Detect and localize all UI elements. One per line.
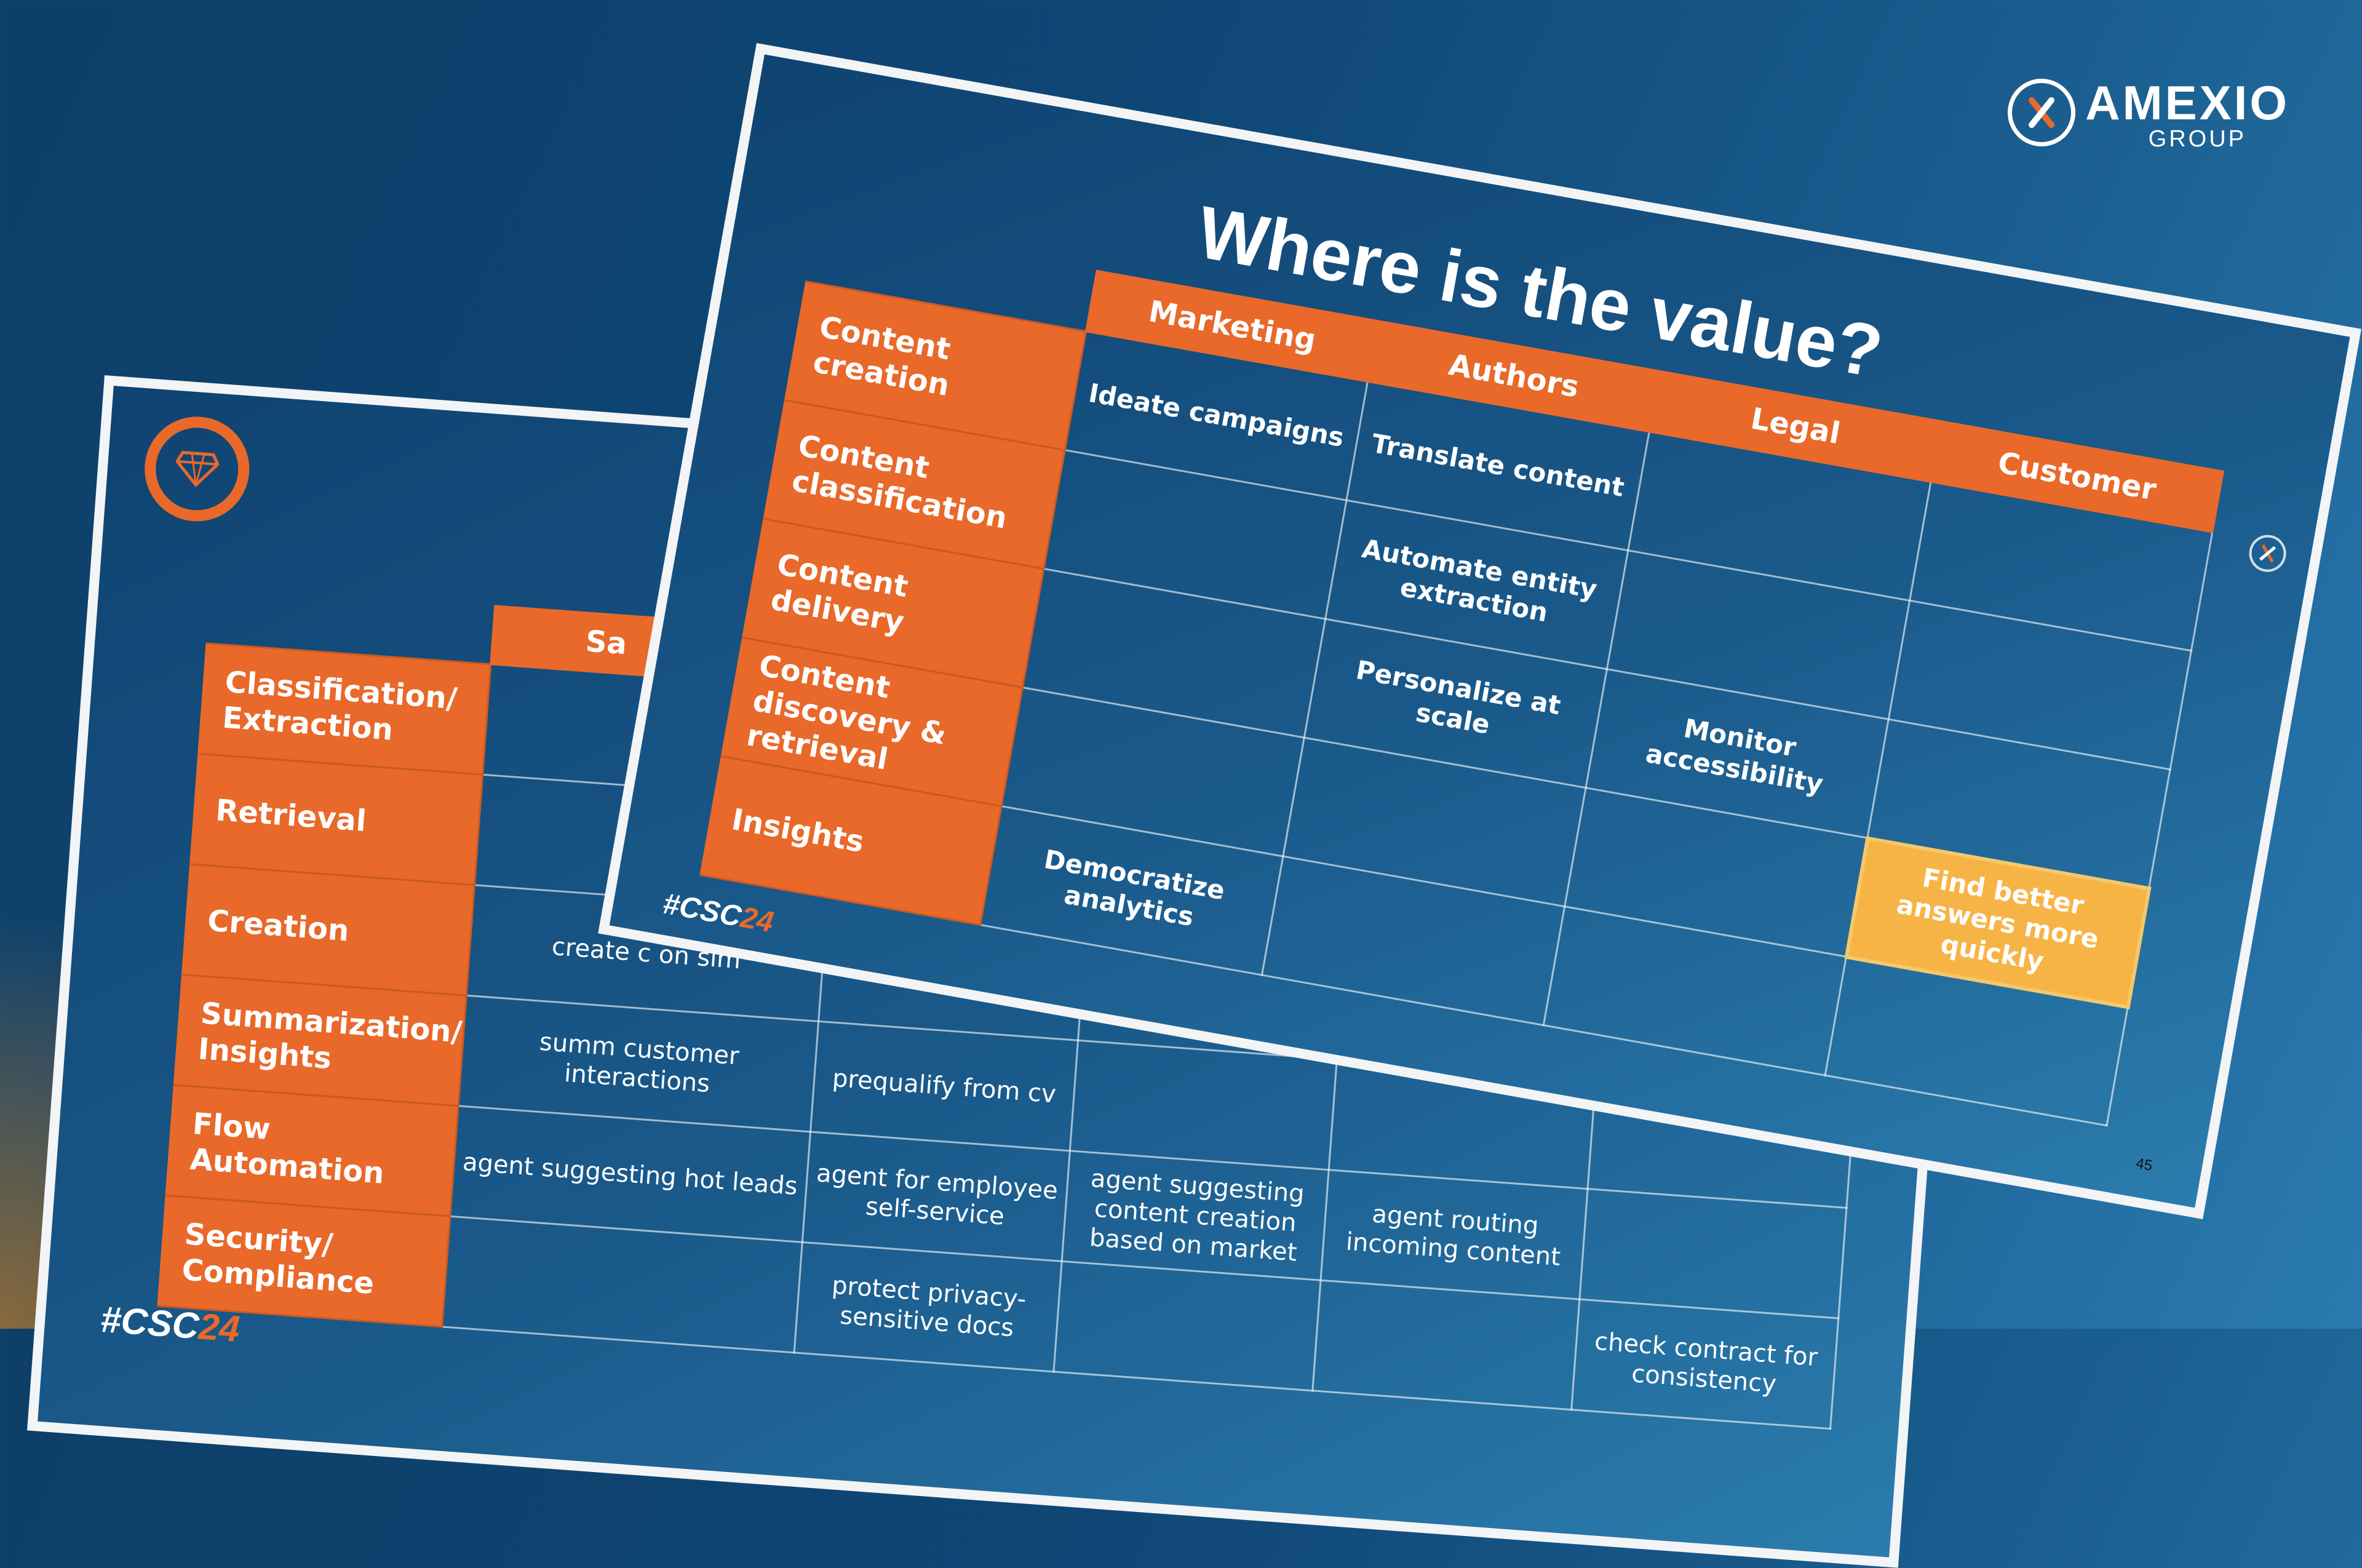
back-slide: Sa Classification/ Extraction Retrieval … <box>27 375 1976 1568</box>
matrix-cell: check contract for consistency <box>1571 1299 1839 1429</box>
amexio-group-logo: AMEXIO GROUP <box>2008 79 2289 153</box>
row-header: Flow Automation <box>165 1084 458 1217</box>
hashtag-year: 24 <box>197 1305 242 1350</box>
matrix-cell: protect privacy-sensitive docs <box>793 1242 1062 1372</box>
row-header: Classification/ Extraction <box>197 643 491 775</box>
brand-name: AMEXIO <box>2085 76 2289 130</box>
amexio-x-logo-icon <box>2008 79 2076 146</box>
matrix-cell: agent for employee self-service <box>802 1131 1070 1262</box>
front-slide: Where is the value? Marketing Authors Le… <box>598 43 2361 1219</box>
row-header: Creation <box>181 864 475 996</box>
matrix-cell <box>1070 1040 1337 1170</box>
diamond-icon <box>141 413 253 525</box>
matrix-cell <box>1054 1261 1321 1391</box>
matrix-cell: prequalify from cv <box>810 1021 1078 1151</box>
page-number: 45 <box>2134 1155 2154 1174</box>
matrix-cell <box>1580 1188 1847 1319</box>
matrix-cell <box>1313 1280 1580 1410</box>
brand-sub: GROUP <box>2148 126 2246 152</box>
hashtag-main: #CSC <box>99 1298 201 1347</box>
matrix-cell: agent routing incoming content <box>1321 1169 1588 1300</box>
matrix-cell: agent suggesting content creation based … <box>1062 1150 1329 1281</box>
amexio-x-icon <box>2246 531 2289 575</box>
row-header: Summarization/ Insights <box>173 974 466 1106</box>
hashtag-year: 24 <box>738 901 776 939</box>
row-header: Retrieval <box>189 754 483 885</box>
brand-text: AMEXIO GROUP <box>2085 79 2289 153</box>
hashtag-main: #CSC <box>660 887 744 934</box>
event-hashtag: #CSC24 <box>661 887 776 940</box>
